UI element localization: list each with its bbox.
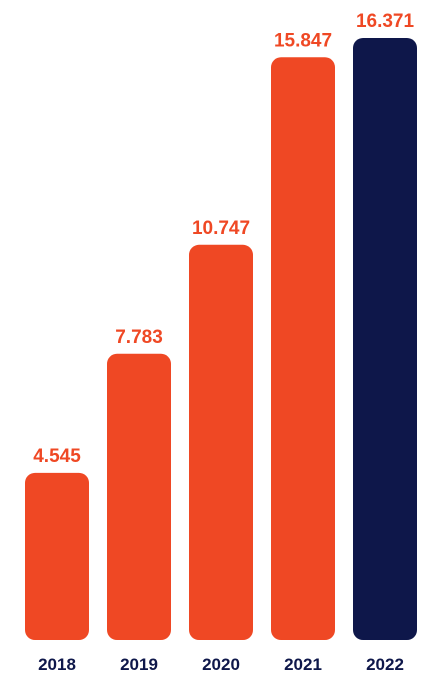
bar-2021 [271, 57, 335, 641]
x-tick-label-2020: 2020 [202, 655, 240, 674]
value-label-2019: 7.783 [115, 327, 163, 348]
bar-2018 [25, 472, 89, 640]
x-tick-label-2019: 2019 [120, 655, 158, 674]
value-label-2018: 4.545 [33, 446, 81, 467]
value-label-2020: 10.747 [192, 218, 250, 239]
value-labels-group: 4.545 7.783 10.747 15.847 16.371 [33, 11, 414, 467]
bar-2020 [189, 244, 253, 640]
value-label-2021: 15.847 [274, 30, 332, 51]
bars-group [25, 38, 417, 641]
x-tick-label-2021: 2021 [284, 655, 322, 674]
x-tick-labels-group: 2018 2019 2020 2021 2022 [38, 655, 404, 674]
x-tick-label-2018: 2018 [38, 655, 76, 674]
value-label-2022: 16.371 [356, 11, 415, 32]
x-tick-label-2022: 2022 [366, 655, 404, 674]
bar-2022 [353, 38, 417, 640]
bar-2019 [107, 353, 171, 640]
